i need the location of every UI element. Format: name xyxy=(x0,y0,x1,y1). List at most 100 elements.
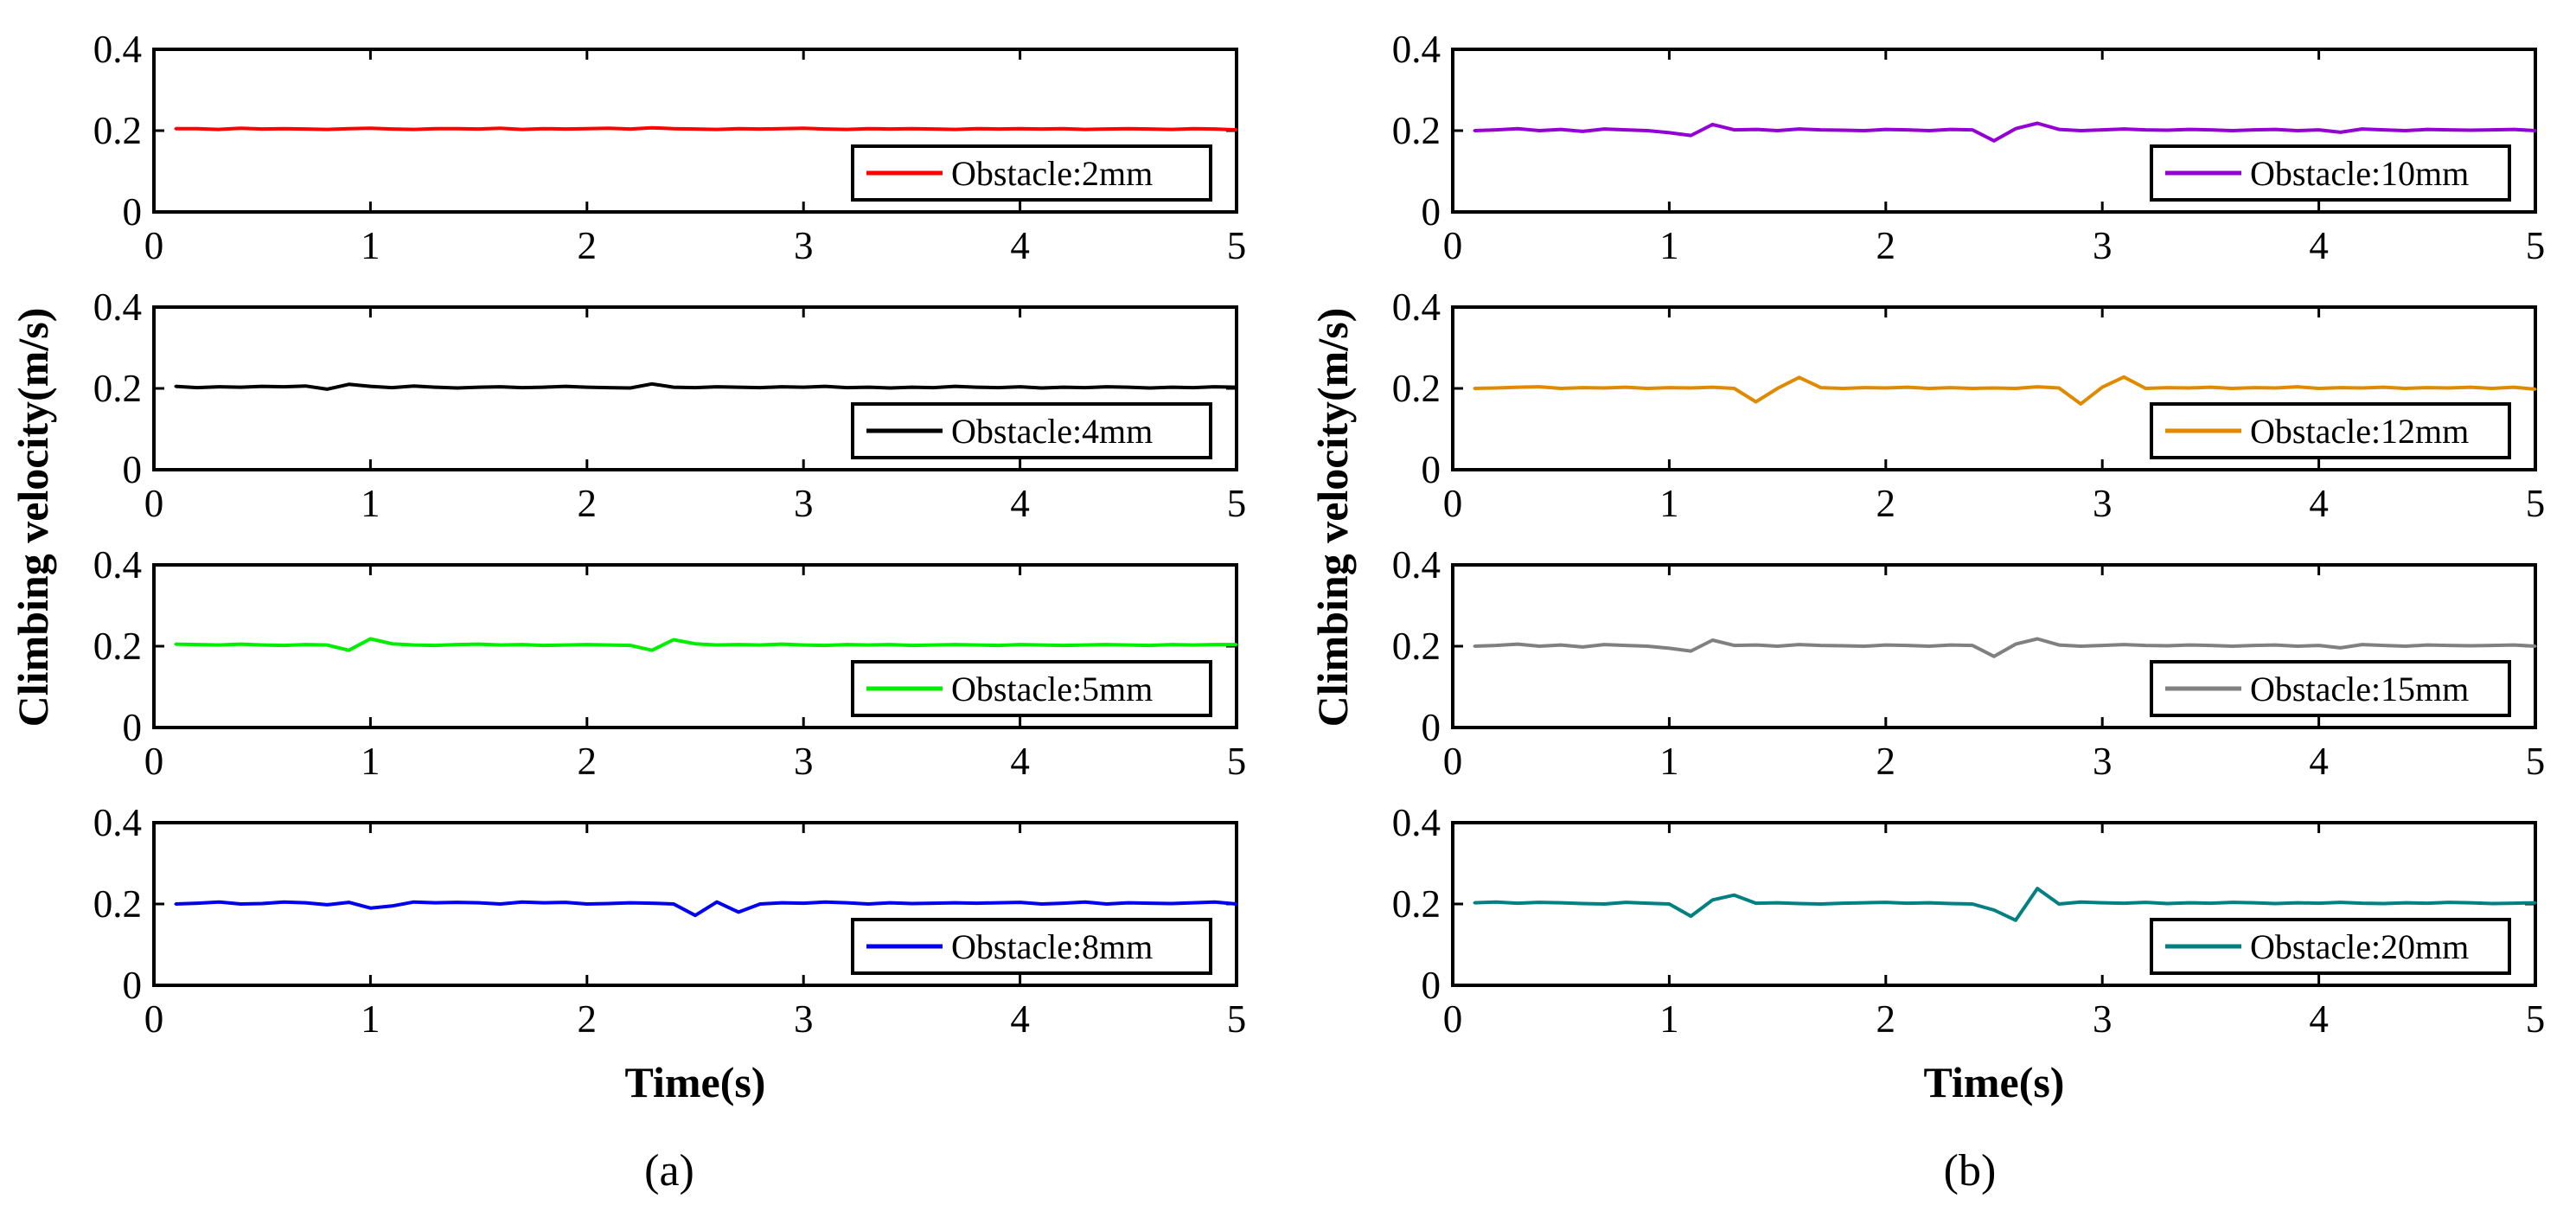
x-tick-label: 5 xyxy=(1227,740,1247,783)
data-point xyxy=(866,386,870,389)
data-point xyxy=(456,643,459,646)
data-point xyxy=(1927,901,1931,905)
legend-label: Obstacle:12mm xyxy=(2250,412,2469,451)
data-point xyxy=(1755,901,1758,905)
data-point xyxy=(780,643,783,646)
data-point xyxy=(195,901,199,905)
y-tick-label: 0.4 xyxy=(93,28,142,71)
data-point xyxy=(1148,387,1152,389)
data-point xyxy=(1062,127,1065,131)
series-line xyxy=(1473,375,2536,406)
data-point xyxy=(174,643,177,646)
x-tick-label: 2 xyxy=(1876,224,1896,267)
data-point xyxy=(347,649,350,652)
data-point xyxy=(997,386,1000,389)
panel-caption: (b) xyxy=(1944,1146,1997,1196)
data-point xyxy=(2361,127,2364,131)
data-point xyxy=(2274,644,2277,647)
x-tick-label: 3 xyxy=(2093,997,2113,1041)
data-point xyxy=(1148,901,1152,905)
y-tick-label: 0.2 xyxy=(93,625,142,668)
data-point xyxy=(1646,387,1649,390)
x-tick-label: 3 xyxy=(2093,224,2113,267)
data-point xyxy=(239,902,242,906)
data-point xyxy=(1733,644,1735,647)
data-point xyxy=(2208,386,2212,389)
data-point xyxy=(260,902,264,905)
data-point xyxy=(2187,644,2190,647)
data-point xyxy=(2404,387,2407,390)
data-point xyxy=(931,386,935,389)
data-point xyxy=(2469,386,2472,389)
data-point xyxy=(1863,129,1866,132)
data-point xyxy=(1083,128,1087,131)
data-point xyxy=(2426,644,2429,647)
data-point xyxy=(1494,901,1498,904)
legend-box xyxy=(851,918,1212,975)
data-point xyxy=(1971,128,1974,131)
x-tick-label: 5 xyxy=(2526,224,2546,267)
data-point xyxy=(2144,901,2147,904)
x-tick-label: 1 xyxy=(1659,482,1679,525)
data-point xyxy=(1927,129,1931,132)
x-tick-label: 3 xyxy=(794,482,814,525)
x-tick-label: 4 xyxy=(1010,482,1030,525)
data-point xyxy=(2339,646,2343,650)
data-point xyxy=(1040,127,1044,131)
data-point xyxy=(607,126,610,130)
data-point xyxy=(412,128,415,131)
data-point xyxy=(650,901,654,905)
data-point xyxy=(1971,644,1974,647)
data-point xyxy=(650,649,654,652)
data-point xyxy=(1235,386,1238,389)
data-point xyxy=(2230,387,2234,390)
x-tick-label: 0 xyxy=(144,224,164,267)
x-axis-label: Time(s) xyxy=(625,1058,766,1106)
data-point xyxy=(260,385,264,388)
data-point xyxy=(2339,386,2343,389)
subplot-obstacle-10mm: 0 1 2 3 4 5 0 0.2 0.4 Obstacle:10mm xyxy=(1392,28,2546,267)
data-point xyxy=(1971,902,1974,906)
data-point xyxy=(1667,131,1671,134)
data-point xyxy=(931,901,935,905)
data-point xyxy=(1949,644,1953,647)
data-point xyxy=(304,901,307,905)
subplot-obstacle-15mm: 0 1 2 3 4 5 0 0.2 0.4 Obstacle:15mm xyxy=(1392,543,2546,783)
data-point xyxy=(1798,902,1801,905)
data-point xyxy=(845,643,848,646)
data-point xyxy=(1711,386,1714,389)
data-point xyxy=(715,128,719,131)
x-tick-label: 2 xyxy=(1876,482,1896,525)
data-point xyxy=(1473,644,1476,648)
data-point xyxy=(1494,644,1498,647)
data-point xyxy=(1776,901,1780,905)
data-point xyxy=(1841,387,1844,390)
data-point xyxy=(2014,127,2017,131)
data-point xyxy=(2339,131,2343,134)
data-point xyxy=(1755,128,1758,131)
data-point xyxy=(2036,122,2039,125)
data-point xyxy=(564,901,567,904)
data-point xyxy=(347,127,350,131)
legend-box xyxy=(851,144,1212,202)
data-point xyxy=(499,126,502,130)
y-tick-label: 0.4 xyxy=(1392,28,1441,71)
data-point xyxy=(1992,908,1996,912)
data-point xyxy=(1170,128,1173,131)
data-point xyxy=(1884,128,1888,131)
data-point xyxy=(174,385,177,388)
panel-caption: (a) xyxy=(644,1146,694,1196)
x-tick-label: 4 xyxy=(1010,740,1030,783)
x-tick-label: 0 xyxy=(144,482,164,525)
data-point xyxy=(456,127,459,131)
data-point xyxy=(1819,386,1823,389)
data-point xyxy=(694,642,697,645)
data-point xyxy=(1776,387,1780,390)
data-point xyxy=(2447,644,2451,647)
data-point xyxy=(2469,901,2472,905)
data-point xyxy=(2253,386,2255,389)
data-point xyxy=(412,901,415,904)
data-point xyxy=(2100,644,2104,647)
y-tick-label: 0 xyxy=(123,448,143,491)
data-point xyxy=(2382,128,2386,131)
